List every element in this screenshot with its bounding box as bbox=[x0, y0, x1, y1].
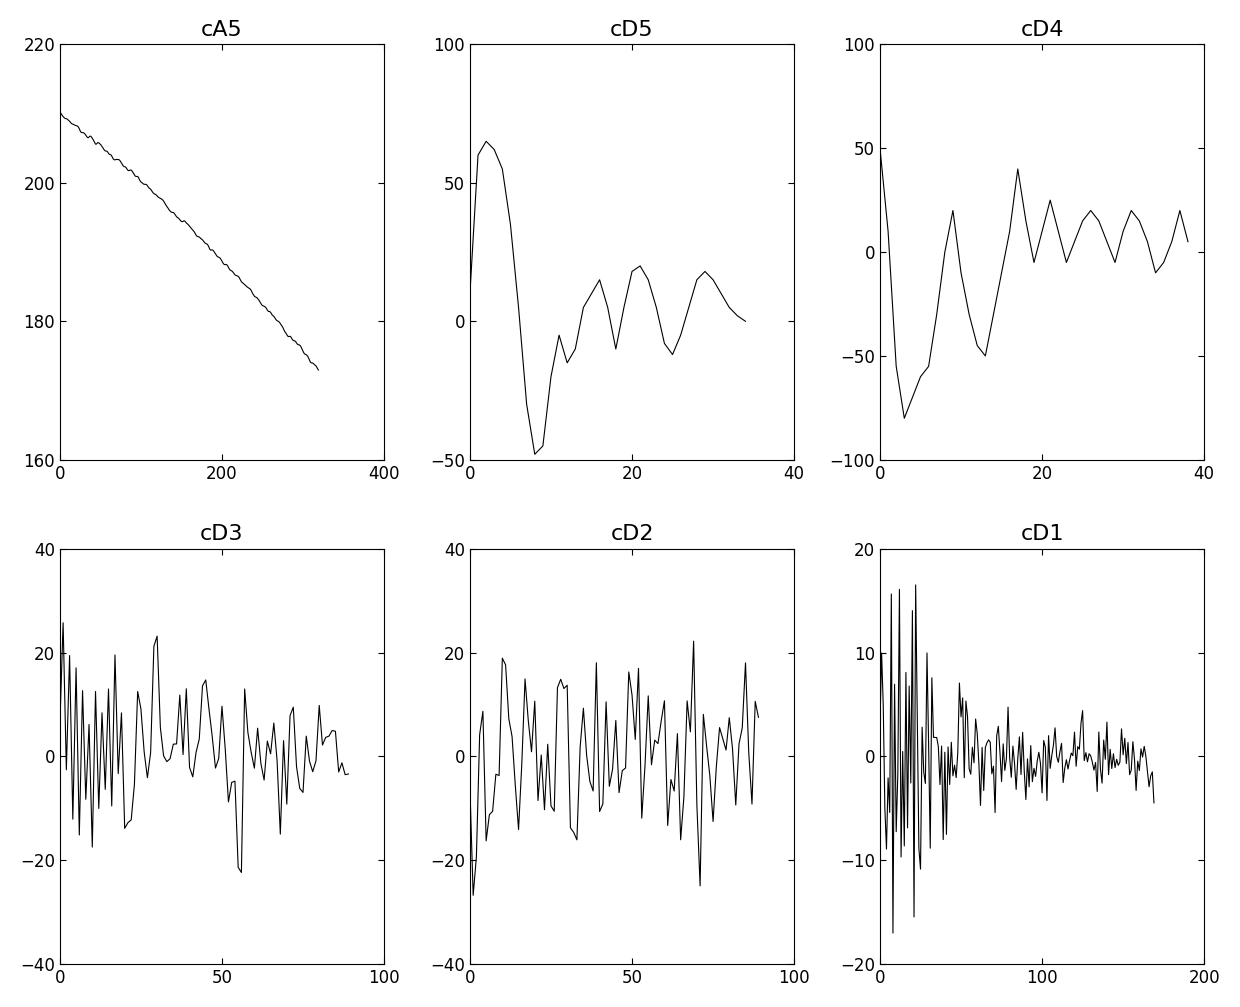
Title: cD4: cD4 bbox=[1021, 20, 1064, 40]
Title: cD5: cD5 bbox=[610, 20, 653, 40]
Title: cD3: cD3 bbox=[200, 525, 244, 545]
Title: cD1: cD1 bbox=[1021, 525, 1064, 545]
Title: cD2: cD2 bbox=[610, 525, 653, 545]
Title: cA5: cA5 bbox=[201, 20, 243, 40]
